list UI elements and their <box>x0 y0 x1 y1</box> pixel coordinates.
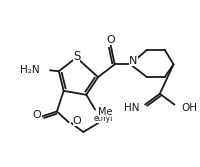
Text: O: O <box>33 110 42 120</box>
Text: ethyl: ethyl <box>93 114 113 123</box>
Text: S: S <box>73 50 80 63</box>
Text: Me: Me <box>98 107 113 117</box>
Text: HN: HN <box>124 103 139 113</box>
Text: N: N <box>129 56 138 66</box>
Text: O: O <box>106 35 115 45</box>
Text: OH: OH <box>181 103 197 113</box>
Text: H₂N: H₂N <box>20 65 39 75</box>
Text: O: O <box>73 116 81 126</box>
